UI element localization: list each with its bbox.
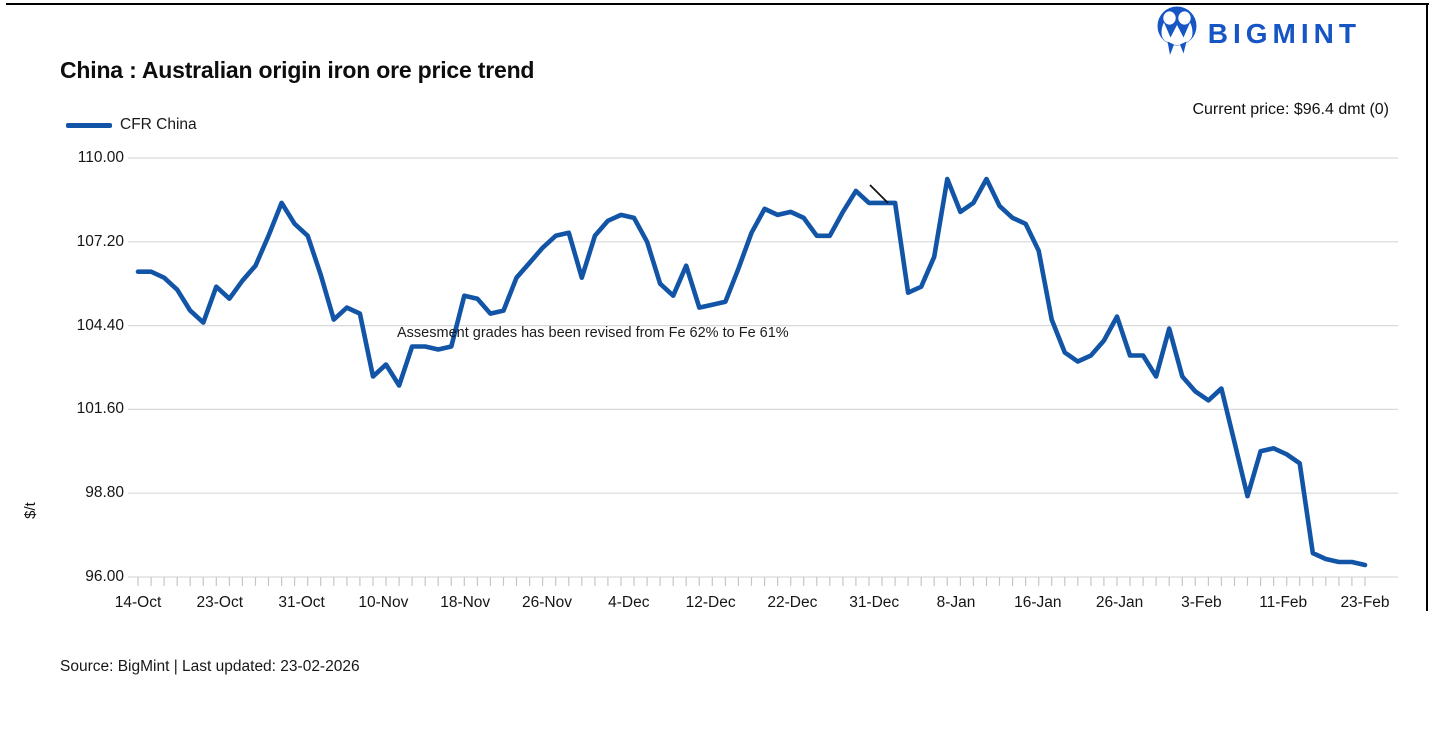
x-tick-label: 23-Feb [1340,594,1390,611]
x-tick-label: 26-Nov [522,594,572,611]
x-tick-label: 16-Jan [1014,594,1062,611]
x-tick-label: 22-Dec [767,594,818,611]
annotation-pointer [869,184,889,204]
x-tick-label: 12-Dec [685,594,736,611]
x-tick-label: 14-Oct [114,594,162,611]
annotation-label: Assesment grades has been revised from F… [397,325,789,341]
plot-svg [128,157,1398,586]
bigmint-logo: BIGMINT [1156,6,1361,61]
x-tick-label: 23-Oct [196,594,244,611]
x-tick-label: 10-Nov [358,594,409,611]
bigmint-logo-icon [1156,6,1198,61]
y-tick-label: 101.60 [76,400,124,418]
x-tick-label: 26-Jan [1095,594,1144,611]
x-tick-label: 11-Feb [1259,594,1308,611]
x-tick-label: 3-Feb [1181,594,1222,611]
legend-line-swatch [66,122,112,128]
y-tick-label: 110.00 [77,149,124,166]
current-price-label: Current price: $96.4 dmt (0) [1192,101,1389,118]
legend-series-label: CFR China [120,116,197,133]
window-border-right [1426,3,1428,611]
x-tick-label: 4-Dec [608,594,650,611]
y-tick-label: 98.80 [85,484,124,502]
y-axis-title: $/t [21,502,39,519]
y-tick-label: 104.40 [76,316,124,334]
x-tick-label: 18-Nov [440,594,491,611]
legend: CFR China [66,116,197,134]
bigmint-logo-text: BIGMINT [1207,17,1361,49]
price-line [135,176,1368,568]
page-title: China : Australian origin iron ore price… [60,57,535,83]
x-tick-label: 31-Oct [278,594,325,611]
x-tick-label: 31-Dec [849,594,900,611]
source-note: Source: BigMint | Last updated: 23-02-20… [60,658,360,675]
x-tick-label: 8-Jan [936,594,976,611]
chart-area: $/t 110.00 107.20 104.40 101.60 98.80 96.00 1… [0,149,1429,620]
y-tick-label: 107.20 [76,232,124,250]
window-border-top [6,3,1429,5]
y-tick-label: 96.00 [85,568,124,585]
